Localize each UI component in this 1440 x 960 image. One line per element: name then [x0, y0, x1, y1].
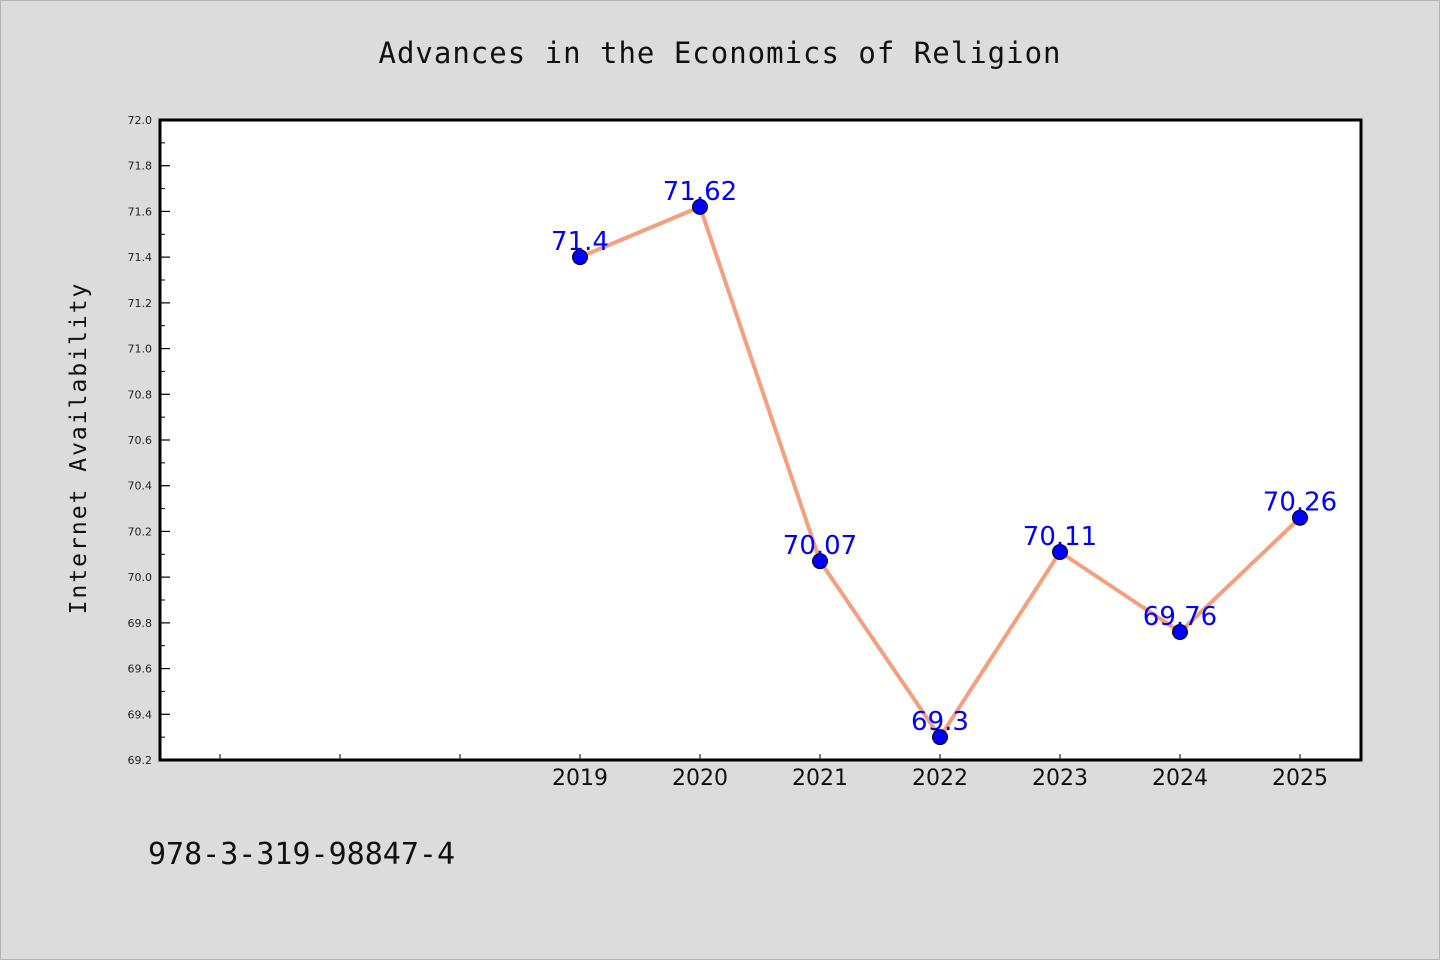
- data-point-marker: [812, 553, 828, 570]
- data-labels: 71.4 71.62 70.07 69.3 70.11 69.76 70.26: [551, 177, 1337, 737]
- data-point-marker: [1172, 624, 1188, 640]
- data-label: 71.4: [551, 227, 609, 257]
- data-point-marker: [932, 729, 948, 746]
- data-label: 70.11: [1023, 522, 1097, 552]
- data-label: 70.26: [1263, 488, 1337, 518]
- y-tick-label: 70.6: [128, 434, 153, 447]
- y-tick-label: 71.4: [128, 251, 153, 264]
- y-tick-label: 70.2: [128, 525, 153, 538]
- data-points: [572, 198, 1308, 746]
- x-tick-label: 2025: [1272, 766, 1328, 791]
- data-label: 71.62: [663, 177, 737, 207]
- y-tick-label: 71.2: [128, 297, 153, 310]
- isbn-footnote: 978-3-319-98847-4: [148, 837, 455, 872]
- y-tick-label: 71.8: [128, 160, 153, 173]
- chart-title: Advances in the Economics of Religion: [378, 36, 1061, 70]
- x-tick-label: 2024: [1152, 766, 1208, 791]
- x-tick-label: 2020: [672, 766, 728, 791]
- x-tick-label: 2021: [792, 766, 848, 791]
- y-tick-label: 69.4: [128, 708, 153, 721]
- plot-area: [158, 118, 1363, 762]
- y-tick-label: 69.6: [128, 663, 153, 676]
- y-tick-label: 71.0: [128, 343, 153, 356]
- data-label: 69.3: [911, 707, 969, 737]
- y-tick-label: 70.0: [128, 571, 153, 584]
- data-point-marker: [1292, 509, 1308, 526]
- y-tick-label: 70.8: [128, 388, 153, 401]
- data-label: 70.07: [783, 531, 857, 561]
- y-tick-label: 69.8: [128, 617, 153, 630]
- y-tick-label: 70.4: [128, 480, 153, 493]
- y-axis: 69.2 69.4 69.6 69.8 70.0 70.2 70.4 70.6 70.8 71.0…: [128, 114, 170, 767]
- data-point-marker: [1052, 544, 1068, 560]
- x-tick-label: 2022: [912, 766, 968, 791]
- x-tick-label: 2019: [552, 766, 608, 791]
- x-tick-label: 2023: [1032, 766, 1088, 791]
- y-tick-label: 72.0: [128, 114, 153, 127]
- y-axis-label: Internet Availability: [66, 282, 92, 615]
- data-point-marker: [572, 249, 588, 266]
- y-tick-label: 71.6: [128, 205, 153, 218]
- data-label: 69.76: [1143, 602, 1217, 632]
- x-axis: 2019 2020 2021 2022 2023 2024 2025: [219, 754, 1328, 791]
- y-tick-label: 69.2: [128, 754, 153, 767]
- data-point-marker: [692, 198, 708, 215]
